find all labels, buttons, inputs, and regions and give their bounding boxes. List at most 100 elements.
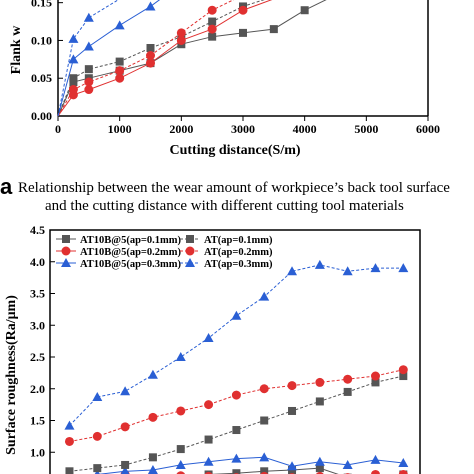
bottom-data-point	[370, 454, 381, 464]
bottom-y-tick-label: 4.5	[30, 223, 45, 237]
bottom-data-point	[259, 452, 270, 462]
bottom-data-point	[120, 422, 130, 432]
top-series-line	[57, 0, 235, 117]
bottom-data-point	[260, 416, 269, 425]
bottom-data-point	[65, 467, 74, 474]
top-data-point	[269, 25, 278, 34]
bottom-y-tick-label: 1.5	[30, 414, 45, 428]
bottom-data-point	[398, 365, 408, 375]
bottom-data-point	[398, 263, 409, 273]
legend-label: AT10B@5(ap=0.2mm)	[80, 247, 182, 258]
bottom-data-point	[121, 460, 130, 469]
bottom-data-point	[260, 471, 269, 474]
top-data-point	[84, 77, 94, 87]
bottom-data-point	[231, 453, 242, 463]
top-y-tick-label: 0.15	[31, 0, 52, 10]
bottom-data-point	[231, 390, 241, 400]
top-data-point	[68, 33, 79, 43]
top-data-point	[146, 51, 155, 61]
bottom-data-point	[342, 266, 353, 276]
bottom-y-axis-label: Surface roughness(Ra/μm)	[4, 295, 19, 455]
bottom-data-point	[175, 352, 186, 361]
bottom-data-point	[147, 369, 158, 379]
bottom-y-tick-label: 2.5	[30, 350, 45, 364]
top-x-axis-label: Cutting distance(S/m)	[169, 143, 300, 158]
top-series-line	[57, 0, 119, 117]
bottom-data-point	[92, 392, 103, 402]
bottom-data-point	[64, 420, 75, 430]
bottom-data-point	[64, 436, 74, 446]
bottom-data-point	[176, 445, 185, 454]
top-data-point	[176, 28, 186, 38]
bottom-data-point	[231, 310, 242, 320]
legend-marker	[185, 246, 195, 256]
top-x-tick-label: 5000	[354, 122, 378, 136]
top-x-tick-label: 0	[55, 122, 61, 136]
top-data-point	[207, 5, 217, 15]
top-data-point	[83, 41, 94, 51]
bottom-data-point	[120, 466, 130, 474]
bottom-data-point	[147, 465, 158, 474]
legend-marker	[185, 258, 195, 267]
top-series-line	[57, 0, 161, 117]
top-data-point	[238, 5, 248, 15]
top-data-point	[115, 57, 124, 66]
bottom-data-point	[315, 464, 324, 473]
top-data-point	[207, 24, 217, 34]
top-y-axis-label: Flank w	[9, 25, 24, 75]
top-x-tick-label: 2000	[169, 122, 193, 136]
bottom-data-point	[315, 377, 325, 387]
legend-marker	[62, 235, 70, 243]
caption-line-1: Relationship between the wear amount of …	[18, 180, 450, 196]
top-data-point	[115, 73, 125, 83]
legend-label: AT10B@5(ap=0.3mm)	[80, 259, 182, 270]
bottom-y-tick-label: 3.5	[30, 287, 45, 301]
top-data-point	[239, 28, 247, 37]
bottom-data-point	[203, 456, 214, 466]
bottom-data-point	[175, 459, 186, 469]
top-series-line	[57, 0, 265, 117]
bottom-data-point	[148, 412, 158, 422]
bottom-data-point	[371, 378, 380, 387]
bottom-data-point	[176, 406, 186, 416]
bottom-data-point	[287, 381, 297, 391]
bottom-data-point	[398, 469, 408, 474]
top-data-point	[84, 85, 94, 95]
bottom-data-point	[343, 387, 352, 396]
top-data-point	[114, 20, 125, 30]
top-data-point	[146, 44, 155, 52]
top-y-tick-label: 0.05	[31, 71, 52, 85]
top-series-line	[57, 0, 327, 117]
top-x-tick-label: 3000	[231, 122, 255, 136]
caption-line-2: and the cutting distance with different …	[45, 198, 404, 214]
bottom-data-point	[370, 263, 381, 273]
legend-label: AT(ap=0.3mm)	[204, 259, 273, 270]
top-data-point	[145, 1, 156, 11]
top-data-point	[208, 32, 217, 41]
top-y-tick-label: 0.00	[31, 109, 52, 123]
bottom-series-line	[69, 264, 404, 426]
top-data-point	[68, 85, 78, 95]
top-data-point	[176, 35, 186, 45]
bottom-data-point	[314, 259, 325, 269]
bottom-data-point	[371, 469, 380, 474]
bottom-data-point	[399, 372, 408, 381]
bottom-data-point	[203, 332, 214, 342]
legend-label: AT10B@5(ap=0.1mm)	[80, 235, 182, 246]
bottom-legend: AT10B@5(ap=0.1mm) AT(ap=0.1mm) AT10B@5(ap=…	[56, 235, 273, 270]
top-data-point	[208, 17, 217, 26]
bottom-data-point	[120, 386, 131, 396]
legend-marker	[186, 235, 194, 243]
bottom-data-point	[314, 456, 325, 466]
legend-label: AT(ap=0.1mm)	[204, 235, 273, 246]
bottom-y-tick-label: 3.0	[30, 318, 45, 332]
caption-letter: a	[0, 174, 13, 199]
top-x-tick-label: 1000	[108, 122, 132, 136]
bottom-data-point	[232, 426, 241, 435]
bottom-data-point	[343, 374, 353, 384]
bottom-data-point	[370, 371, 380, 381]
bottom-y-tick-label: 1.0	[30, 445, 45, 459]
bottom-data-point	[287, 266, 298, 276]
bottom-y-tick-label: 4.0	[30, 255, 45, 269]
